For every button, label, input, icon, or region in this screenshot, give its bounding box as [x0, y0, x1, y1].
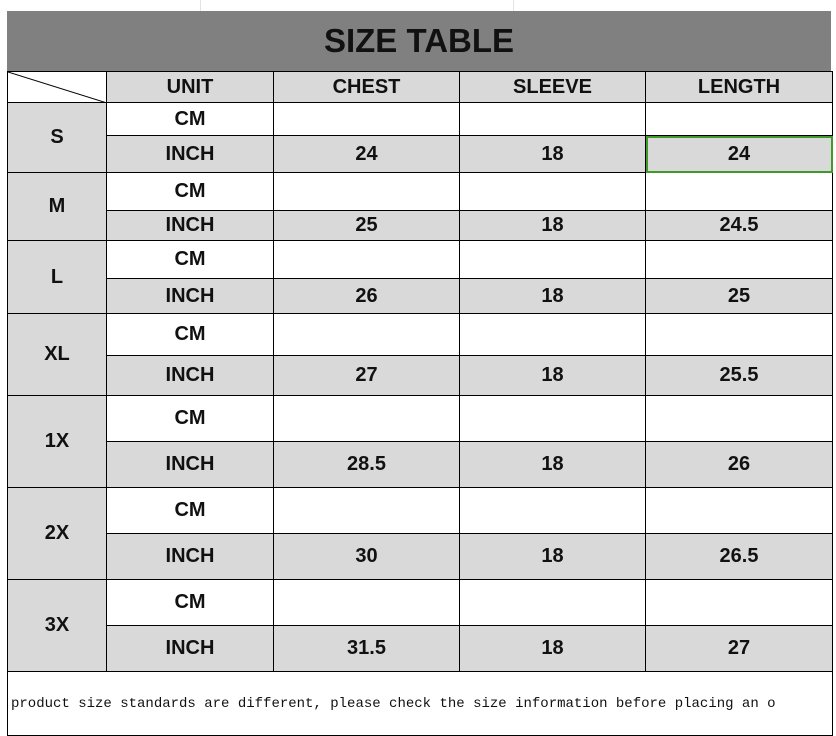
cell-chest[interactable]: 25: [273, 210, 460, 241]
cell-unit[interactable]: INCH: [106, 625, 274, 672]
cell-sleeve[interactable]: 18: [459, 278, 646, 314]
cell-chest[interactable]: [273, 579, 460, 626]
note-row: product size standards are different, pl…: [7, 671, 833, 736]
cell-chest[interactable]: [273, 102, 460, 136]
cell-chest[interactable]: 28.5: [273, 441, 460, 488]
cell-length[interactable]: [645, 172, 833, 211]
table-row: 1X CM: [7, 395, 833, 488]
cell-unit[interactable]: INCH: [106, 355, 274, 396]
size-label-cell[interactable]: 2X: [7, 487, 107, 580]
cell-unit[interactable]: CM: [106, 487, 274, 534]
size-label-cell[interactable]: 1X: [7, 395, 107, 488]
diagonal-corner-cell[interactable]: [7, 71, 107, 103]
cell-sleeve[interactable]: [459, 313, 646, 356]
cell-unit[interactable]: INCH: [106, 533, 274, 580]
table-row: S CM: [7, 102, 833, 173]
cell-length[interactable]: [645, 395, 833, 442]
cell-length[interactable]: [645, 487, 833, 534]
cell-unit[interactable]: CM: [106, 395, 274, 442]
cell-chest[interactable]: [273, 487, 460, 534]
table-row: INCH 30 18 26.5: [8, 533, 833, 580]
cell-length[interactable]: 26.5: [645, 533, 833, 580]
cell-unit[interactable]: CM: [106, 102, 274, 136]
table-row: 2X CM: [7, 487, 833, 580]
cell-sleeve[interactable]: 18: [459, 441, 646, 488]
table-row: INCH 27 18 25.5: [8, 355, 833, 396]
cell-chest[interactable]: [273, 395, 460, 442]
cell-length[interactable]: [645, 313, 833, 356]
table-row: INCH 28.5 18 26: [8, 441, 833, 488]
cell-unit[interactable]: CM: [106, 313, 274, 356]
cell-chest[interactable]: 31.5: [273, 625, 460, 672]
size-label-cell[interactable]: M: [7, 172, 107, 241]
cell-length[interactable]: 27: [645, 625, 833, 672]
header-length[interactable]: LENGTH: [645, 71, 833, 103]
table-row: INCH 26 18 25: [8, 278, 833, 314]
cell-length[interactable]: 25: [645, 278, 833, 314]
cell-unit[interactable]: CM: [106, 240, 274, 279]
cell-chest[interactable]: 30: [273, 533, 460, 580]
header-row: UNIT CHEST SLEEVE LENGTH: [7, 71, 833, 103]
cell-unit[interactable]: CM: [106, 172, 274, 211]
cell-chest[interactable]: 27: [273, 355, 460, 396]
cell-unit[interactable]: INCH: [106, 278, 274, 314]
cell-length[interactable]: [645, 579, 833, 626]
sheet-gridline: [513, 0, 514, 11]
header-unit[interactable]: UNIT: [106, 71, 274, 103]
table-row: L CM: [7, 240, 833, 314]
cell-length[interactable]: 26: [645, 441, 833, 488]
cell-sleeve[interactable]: [459, 487, 646, 534]
cell-unit[interactable]: INCH: [106, 135, 274, 173]
table-row: INCH 31.5 18 27: [8, 625, 833, 672]
header-sleeve[interactable]: SLEEVE: [459, 71, 646, 103]
table-row: XL CM: [7, 313, 833, 396]
cell-sleeve[interactable]: 18: [459, 210, 646, 241]
cell-chest[interactable]: [273, 240, 460, 279]
table-row: INCH 24 18 24: [8, 135, 833, 173]
header-chest[interactable]: CHEST: [273, 71, 460, 103]
cell-sleeve[interactable]: [459, 240, 646, 279]
cell-sleeve[interactable]: 18: [459, 625, 646, 672]
size-label-cell[interactable]: XL: [7, 313, 107, 396]
size-label-cell[interactable]: S: [7, 102, 107, 173]
cell-chest[interactable]: 26: [273, 278, 460, 314]
size-note[interactable]: product size standards are different, pl…: [7, 671, 833, 736]
size-table-title: SIZE TABLE: [7, 11, 831, 71]
sheet-gridline: [200, 0, 201, 11]
cell-unit[interactable]: CM: [106, 579, 274, 626]
cell-sleeve[interactable]: [459, 102, 646, 136]
cell-length[interactable]: 24: [645, 135, 833, 173]
size-table: UNIT CHEST SLEEVE LENGTH S CM INCH 24 18 24 M C…: [7, 71, 833, 736]
cell-sleeve[interactable]: 18: [459, 355, 646, 396]
cell-sleeve[interactable]: [459, 579, 646, 626]
size-label-cell[interactable]: L: [7, 240, 107, 314]
table-row: 3X CM: [7, 579, 833, 672]
cell-length[interactable]: 24.5: [645, 210, 833, 241]
cell-length[interactable]: 25.5: [645, 355, 833, 396]
cell-unit[interactable]: INCH: [106, 441, 274, 488]
cell-sleeve[interactable]: [459, 395, 646, 442]
cell-length[interactable]: [645, 102, 833, 136]
table-row: INCH 25 18 24.5: [8, 210, 833, 241]
cell-unit[interactable]: INCH: [106, 210, 274, 241]
cell-sleeve[interactable]: [459, 172, 646, 211]
cell-sleeve[interactable]: 18: [459, 135, 646, 173]
cell-chest[interactable]: [273, 172, 460, 211]
cell-sleeve[interactable]: 18: [459, 533, 646, 580]
cell-length[interactable]: [645, 240, 833, 279]
size-label-cell[interactable]: 3X: [7, 579, 107, 672]
table-row: M CM: [7, 172, 833, 241]
cell-chest[interactable]: [273, 313, 460, 356]
cell-chest[interactable]: 24: [273, 135, 460, 173]
